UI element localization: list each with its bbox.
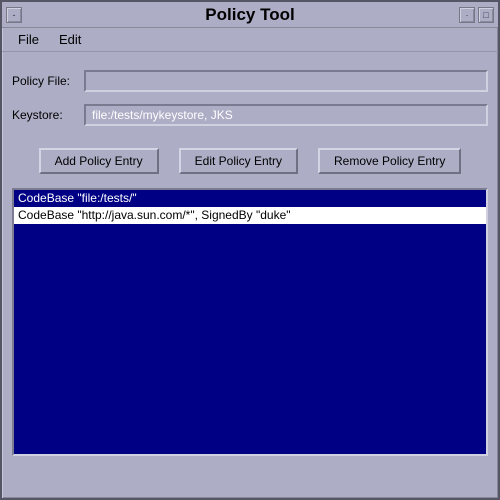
policy-file-label: Policy File:: [12, 74, 84, 88]
keystore-label: Keystore:: [12, 108, 84, 122]
policy-file-input[interactable]: [84, 70, 488, 92]
policy-list-item[interactable]: CodeBase "file:/tests/": [14, 190, 486, 207]
window-title: Policy Tool: [2, 5, 498, 25]
window-frame: - Policy Tool · □ File Edit Policy File:…: [0, 0, 500, 500]
policy-entries-list[interactable]: CodeBase "file:/tests/"CodeBase "http://…: [12, 188, 488, 456]
keystore-input[interactable]: file:/tests/mykeystore, JKS: [84, 104, 488, 126]
keystore-row: Keystore: file:/tests/mykeystore, JKS: [12, 104, 488, 126]
window-menu-button[interactable]: -: [6, 7, 22, 23]
button-row: Add Policy Entry Edit Policy Entry Remov…: [12, 148, 488, 174]
edit-policy-entry-button[interactable]: Edit Policy Entry: [179, 148, 298, 174]
add-policy-entry-button[interactable]: Add Policy Entry: [39, 148, 159, 174]
content-area: Policy File: Keystore: file:/tests/mykey…: [2, 52, 498, 464]
policy-list-item[interactable]: CodeBase "http://java.sun.com/*", Signed…: [14, 207, 486, 224]
menu-edit[interactable]: Edit: [53, 30, 87, 49]
policy-file-row: Policy File:: [12, 70, 488, 92]
menu-file[interactable]: File: [12, 30, 45, 49]
titlebar: - Policy Tool · □: [2, 2, 498, 28]
menubar: File Edit: [2, 28, 498, 52]
maximize-button[interactable]: □: [478, 7, 494, 23]
remove-policy-entry-button[interactable]: Remove Policy Entry: [318, 148, 461, 174]
minimize-button[interactable]: ·: [459, 7, 475, 23]
